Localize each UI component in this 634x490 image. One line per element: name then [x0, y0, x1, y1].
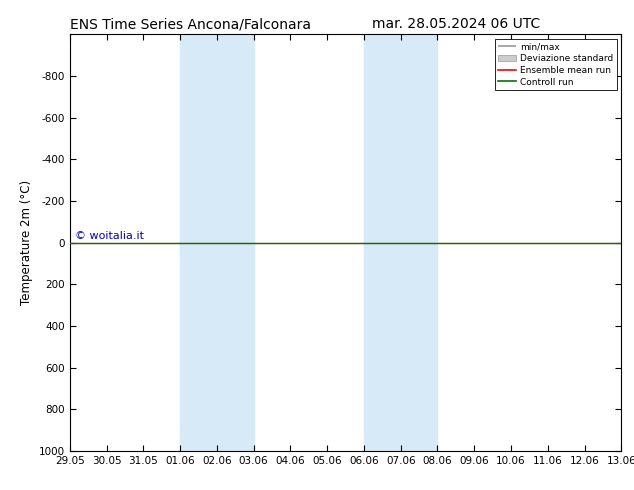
Title: ENS Time Series Ancona/Falconara          mar. 28.05.2024 06 UTC: ENS Time Series Ancona/Falconara mar. 28… [0, 489, 1, 490]
Y-axis label: Temperature 2m (°C): Temperature 2m (°C) [20, 180, 33, 305]
Bar [364, 34, 437, 451]
Legend: min/max, Deviazione standard, Ensemble mean run, Controll run: min/max, Deviazione standard, Ensemble m… [495, 39, 617, 90]
Bar [180, 34, 254, 451]
Text: ENS Time Series Ancona/Falconara: ENS Time Series Ancona/Falconara [70, 17, 311, 31]
Text: © woitalia.it: © woitalia.it [75, 231, 145, 241]
Text: mar. 28.05.2024 06 UTC: mar. 28.05.2024 06 UTC [372, 17, 541, 31]
